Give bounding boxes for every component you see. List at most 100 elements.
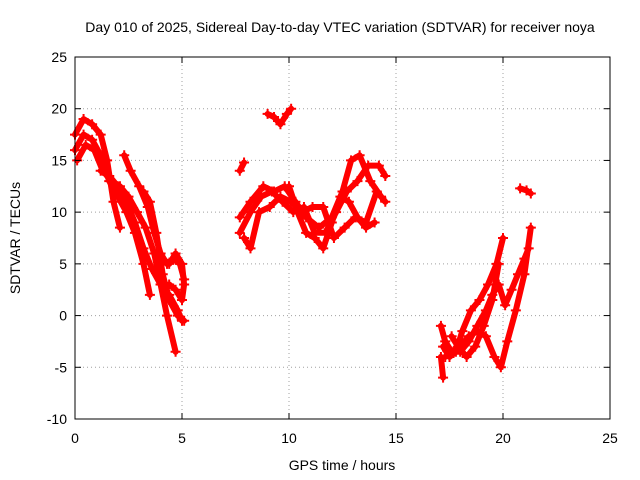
series-arc14-point-0 (435, 320, 446, 331)
series-arc17-point-6 (493, 258, 504, 269)
series-arc9-point-2 (258, 181, 269, 192)
series-arc14-point-10 (510, 305, 521, 316)
x-tick-label-1: 5 (178, 430, 186, 446)
series-arc6-point-2 (151, 227, 162, 238)
series-arc13-point-1 (269, 111, 280, 122)
series-arc13 (262, 103, 297, 130)
series-arc1-point-5 (108, 196, 119, 207)
series-arc17-point-3 (470, 341, 481, 352)
series-arc11-point-13 (371, 186, 382, 197)
series-arc16-point-12 (523, 243, 534, 254)
series-arc17-point-1 (453, 341, 464, 352)
series-arc12 (284, 181, 380, 254)
series-arc11-point-10 (339, 222, 350, 233)
series-arc17-point-5 (487, 295, 498, 306)
series-arc8-point-0 (234, 165, 245, 176)
series-arc8-point-1 (239, 157, 250, 168)
series-arc12-point-9 (361, 222, 372, 233)
series-arc9-point-0 (234, 212, 245, 223)
y-tick-label-4: 10 (51, 204, 67, 220)
series-arc3-point-2 (89, 145, 100, 156)
x-tick-label-4: 20 (495, 430, 511, 446)
series-arc10-point-1 (245, 207, 256, 218)
x-tick-label-3: 15 (388, 430, 404, 446)
series-arc16-point-9 (506, 284, 517, 295)
y-tick-label-6: 20 (51, 101, 67, 117)
series-arc11-point-8 (318, 201, 329, 212)
series-arc10-point-2 (256, 191, 267, 202)
series-arc1-point-6 (114, 222, 125, 233)
series-arc14-point-12 (525, 222, 536, 233)
series-arc13-point-3 (281, 108, 292, 119)
series-arc13-point-0 (262, 108, 273, 119)
series-arc13-point-4 (286, 103, 297, 114)
series-arc19-point-0 (515, 183, 526, 194)
axis-ticks (74, 56, 611, 420)
series-arc12-point-5 (326, 217, 337, 228)
series-arc10-point-11 (352, 176, 363, 187)
series-arc1 (70, 114, 125, 233)
series-arc6-point-5 (172, 310, 183, 321)
series-arc11-point-4 (275, 191, 286, 202)
y-tick-labels: -10 -5 0 5 10 15 20 25 (47, 49, 67, 427)
series-arc11-point-14 (380, 196, 391, 207)
y-tick-label-0: -10 (47, 411, 67, 427)
series-arc19 (515, 183, 536, 199)
series-arc10-point-12 (363, 160, 374, 171)
series-arc19-point-2 (525, 188, 536, 199)
series-arc2-point-2 (87, 134, 98, 145)
series-arc11-point-9 (328, 233, 339, 243)
y-tick-label-5: 15 (51, 152, 67, 168)
series-arc16-point-8 (500, 300, 511, 311)
x-tick-label-5: 25 (602, 430, 618, 446)
series-arc12-point-7 (343, 196, 354, 207)
plot-frame (74, 56, 611, 420)
y-tick-label-7: 25 (51, 49, 67, 65)
series-arc14-point-8 (495, 362, 506, 373)
series-arc18-point-0 (435, 351, 446, 362)
series-arc12-point-10 (369, 217, 380, 228)
series-arc9-point-10 (346, 155, 357, 166)
series-arc7-point-3 (179, 279, 190, 290)
series-arc15-point-0 (438, 341, 449, 352)
series-arc12-point-1 (292, 207, 303, 218)
series-arc1-point-2 (87, 119, 98, 130)
series-arc14-point-9 (502, 336, 513, 347)
series-arc3-point-11 (162, 310, 173, 321)
series-arc6-point-0 (138, 186, 149, 197)
series-arc16-point-10 (512, 269, 523, 280)
series-arc16-point-3 (463, 336, 474, 347)
series-arc9-point-11 (354, 150, 365, 161)
series-arc14-point-7 (489, 351, 500, 362)
series-arc4-point-3 (121, 196, 132, 207)
series-arc4-point-6 (147, 264, 158, 275)
series-arc11-point-0 (239, 233, 250, 243)
series-arc15-point-6 (483, 279, 494, 290)
series-arc12-point-2 (301, 227, 312, 238)
series-arc4-point-4 (129, 217, 140, 228)
series-arc3-point-8 (140, 222, 151, 233)
series-arc17-point-4 (478, 320, 489, 331)
series-arc10-point-14 (380, 170, 391, 181)
series-arc10-point-13 (373, 160, 384, 171)
series-arc2-point-1 (78, 129, 89, 140)
chart-title: Day 010 of 2025, Sidereal Day-to-day VTE… (85, 19, 595, 35)
series-arc12-point-8 (352, 212, 363, 223)
y-axis-label: SDTVAR / TECUs (7, 182, 23, 294)
series-arc11-point-3 (264, 201, 275, 212)
series-arc1-point-1 (78, 114, 89, 125)
series-arc4-point-5 (138, 243, 149, 254)
series-arc15-point-3 (457, 326, 468, 337)
series-arc7-point-4 (177, 295, 187, 306)
y-tick-label-2: 0 (59, 308, 67, 324)
series-arc18 (435, 351, 449, 383)
series-arc10-point-10 (341, 186, 352, 197)
series-arc6-point-3 (157, 269, 168, 280)
series-arc6-point-4 (164, 295, 175, 306)
series-arc1-point-3 (95, 129, 106, 140)
series-arc9-point-12 (365, 176, 376, 187)
series-arc7 (164, 248, 190, 306)
series-arc15-point-4 (465, 305, 476, 316)
x-tick-label-0: 0 (71, 430, 79, 446)
